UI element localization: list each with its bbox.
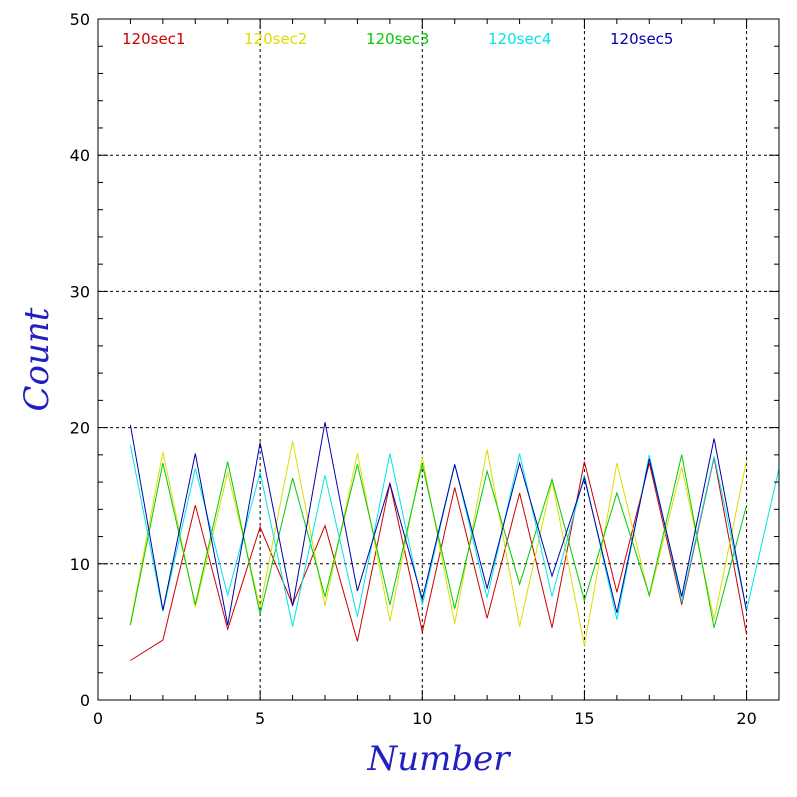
legend-entry-3: 120sec3: [366, 30, 429, 48]
x-tick-label: 10: [412, 709, 432, 728]
series-line-1: [130, 457, 748, 661]
y-tick-label: 40: [70, 146, 90, 165]
legend: 120sec1 120sec2 120sec3 120sec4 120sec5: [122, 30, 673, 48]
x-tick-label: 15: [574, 709, 594, 728]
legend-entry-5: 120sec5: [610, 30, 673, 48]
axis-ticks: [97, 18, 780, 701]
y-tick-label: 50: [70, 10, 90, 29]
y-axis-title: Count: [17, 307, 57, 411]
x-tick-label: 20: [736, 709, 756, 728]
legend-entry-1: 120sec1: [122, 30, 185, 48]
y-tick-label: 30: [70, 282, 90, 301]
y-tick-label: 20: [70, 419, 90, 438]
plot-frame: [97, 18, 780, 701]
x-axis-title: Number: [366, 739, 511, 779]
x-tick-label: 5: [255, 709, 265, 728]
grid-lines: [98, 19, 779, 700]
legend-entry-4: 120sec4: [488, 30, 551, 48]
y-tick-label: 10: [70, 555, 90, 574]
tick-labels: 0 10 20 30 40 50 0 5 10 15 20: [70, 10, 757, 728]
series-line-2: [129, 441, 748, 646]
series-lines: [129, 422, 780, 661]
legend-entry-2: 120sec2: [244, 30, 307, 48]
x-tick-label: 0: [93, 709, 103, 728]
series-line-5: [129, 422, 748, 626]
y-tick-label: 0: [80, 691, 90, 710]
